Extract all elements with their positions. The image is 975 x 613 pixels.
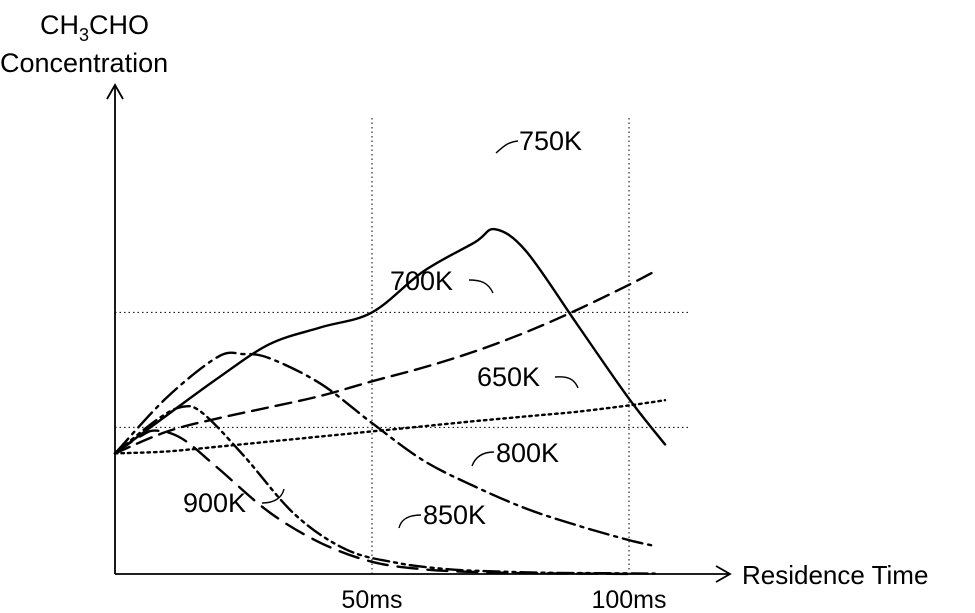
y-axis-label-post: CHO [89,10,149,40]
y-axis-label-line2: Concentration [0,48,168,78]
y-axis-label-subscript: 3 [79,25,89,45]
leader-750K [496,141,518,153]
x-axis-label: Residence Time [742,560,928,590]
x-tick-labels: 50ms 100ms [341,586,666,613]
label-750K: 750K [519,126,582,156]
series-line-700K [115,271,655,453]
label-700K: 700K [390,266,453,296]
leader-700K [469,280,493,293]
series-line-750K [115,229,665,453]
y-axis-label-line1: CH3CHO [40,10,149,45]
x-tick-label: 100ms [591,586,666,613]
label-850K: 850K [423,500,486,530]
leader-800K [472,452,494,466]
label-900K: 900K [183,488,246,518]
label-650K: 650K [477,362,540,392]
label-800K: 800K [496,438,559,468]
x-tick-label: 50ms [341,586,402,613]
leader-850K [399,515,421,528]
annotation-leaders [262,141,578,528]
y-axis-label-pre: CH [40,10,79,40]
leader-650K [555,377,578,388]
